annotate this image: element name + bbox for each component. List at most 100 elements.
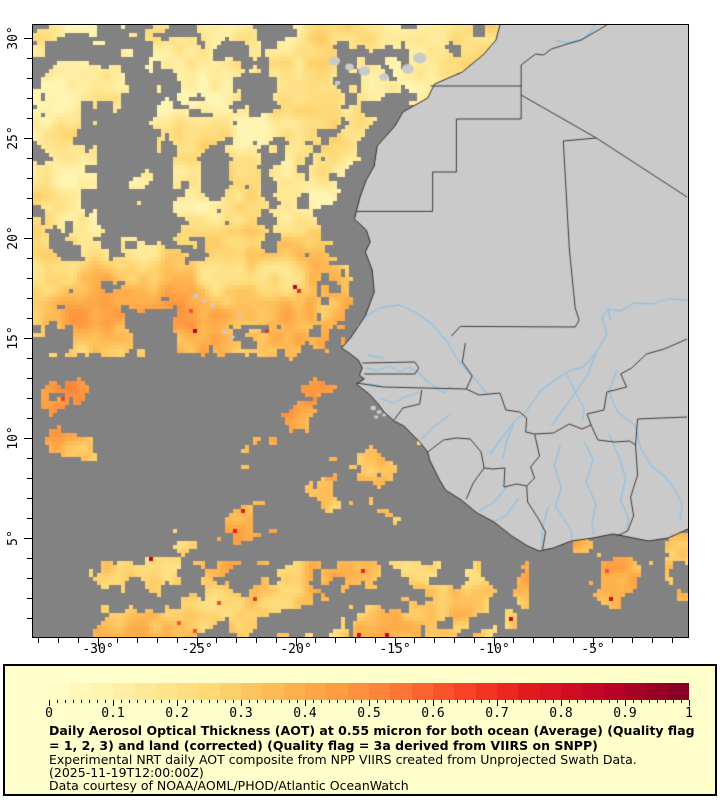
lon-minor-tick <box>671 638 673 643</box>
lat-minor-tick <box>27 517 32 519</box>
colorbar-minor-tick <box>505 700 506 703</box>
lon-minor-tick <box>651 638 653 643</box>
colorbar-minor-tick <box>121 700 122 703</box>
legend-credit: Data courtesy of NOAA/AOML/PHOD/Atlantic… <box>49 778 409 794</box>
colorbar-minor-tick <box>465 700 466 703</box>
colorbar-tick-label: 0.7 <box>485 706 509 721</box>
lat-minor-tick <box>27 77 32 79</box>
colorbar-minor-tick <box>145 700 146 703</box>
lon-minor-tick <box>414 638 416 643</box>
legend-timestamp: (2025-11-19T12:00:00Z) <box>49 765 204 781</box>
lon-minor-tick <box>156 638 158 643</box>
lat-minor-tick <box>27 477 32 479</box>
colorbar-minor-tick <box>681 700 682 703</box>
colorbar-minor-tick <box>577 700 578 703</box>
colorbar-minor-tick <box>129 700 130 703</box>
colorbar-minor-tick <box>385 700 386 703</box>
lat-tick-label: 5° <box>6 530 21 546</box>
lat-minor-tick <box>27 597 32 599</box>
lat-tick-label: 25° <box>6 126 21 150</box>
colorbar-major-tick <box>689 700 690 706</box>
lat-minor-tick <box>27 57 32 59</box>
colorbar-major-tick <box>497 700 498 706</box>
colorbar-block <box>454 683 476 700</box>
lon-minor-tick <box>137 638 139 643</box>
colorbar-minor-tick <box>105 700 106 703</box>
lon-major-tick <box>97 638 99 646</box>
colorbar-major-tick <box>561 700 562 706</box>
colorbar-tick-label: 0.2 <box>165 706 189 721</box>
colorbar-minor-tick <box>457 700 458 703</box>
lon-minor-tick <box>117 638 119 643</box>
colorbar-tick-label: 0.8 <box>549 706 573 721</box>
lat-major-tick <box>24 137 32 139</box>
colorbar-minor-tick <box>73 700 74 703</box>
lon-tick-label: -10° <box>478 642 510 657</box>
colorbar-minor-tick <box>441 700 442 703</box>
lat-major-tick <box>24 237 32 239</box>
colorbar-block <box>411 683 433 700</box>
colorbar-block <box>198 683 220 700</box>
colorbar-major-tick <box>241 700 242 706</box>
colorbar-block <box>240 683 263 700</box>
aot-map-canvas <box>33 25 688 637</box>
lat-minor-tick <box>27 397 32 399</box>
lon-minor-tick <box>77 638 79 643</box>
colorbar-minor-tick <box>345 700 346 703</box>
colorbar-minor-tick <box>321 700 322 703</box>
lon-minor-tick <box>255 638 257 643</box>
legend-title: Daily Aerosol Optical Thickness (AOT) at… <box>49 723 695 753</box>
lon-tick-label: -20° <box>280 642 312 657</box>
colorbar-block <box>432 683 455 700</box>
legend-panel: 0 0.1 0.2 0.3 0.4 0.5 0.6 0.7 0.8 0.9 1 Daily Aero… <box>3 664 717 796</box>
colorbar-minor-tick <box>169 700 170 703</box>
lon-minor-tick <box>216 638 218 643</box>
colorbar-minor-tick <box>657 700 658 703</box>
lon-minor-tick <box>572 638 574 643</box>
lon-tick-label: -25° <box>181 642 213 657</box>
colorbar-minor-tick <box>217 700 218 703</box>
lat-minor-tick <box>27 317 32 319</box>
lon-minor-tick <box>275 638 277 643</box>
colorbar-tick-label: 1 <box>685 706 693 721</box>
colorbar-minor-tick <box>393 700 394 703</box>
colorbar-block <box>390 683 412 700</box>
colorbar-minor-tick <box>481 700 482 703</box>
legend-caption: Daily Aerosol Optical Thickness (AOT) at… <box>49 723 697 794</box>
colorbar-block <box>219 683 241 700</box>
lat-tick-label: 30° <box>6 26 21 50</box>
colorbar-minor-tick <box>377 700 378 703</box>
colorbar-minor-tick <box>153 700 154 703</box>
colorbar-minor-tick <box>57 700 58 703</box>
lon-tick-label: -15° <box>379 642 411 657</box>
colorbar-block <box>475 683 497 700</box>
colorbar-major-tick <box>49 700 50 706</box>
lat-minor-tick <box>27 197 32 199</box>
colorbar-minor-tick <box>97 700 98 703</box>
lon-minor-tick <box>533 638 535 643</box>
colorbar-minor-tick <box>569 700 570 703</box>
lat-major-tick <box>24 337 32 339</box>
lat-minor-tick <box>27 617 32 619</box>
lon-major-tick <box>592 638 594 646</box>
colorbar-minor-tick <box>409 700 410 703</box>
colorbar-block <box>603 683 625 700</box>
colorbar-tick-label: 0.5 <box>357 706 381 721</box>
colorbar-minor-tick <box>617 700 618 703</box>
lat-minor-tick <box>27 457 32 459</box>
colorbar-minor-tick <box>609 700 610 703</box>
lat-minor-tick <box>27 157 32 159</box>
lat-tick-label: 20° <box>6 226 21 250</box>
lon-minor-tick <box>374 638 376 643</box>
colorbar-minor-tick <box>489 700 490 703</box>
colorbar-block <box>155 683 177 700</box>
lon-minor-tick <box>335 638 337 643</box>
colorbar-block <box>539 683 561 700</box>
map-frame <box>32 24 689 638</box>
colorbar-minor-tick <box>233 700 234 703</box>
lat-minor-tick <box>27 117 32 119</box>
colorbar-minor-tick <box>249 700 250 703</box>
colorbar-minor-tick <box>337 700 338 703</box>
colorbar-tick-label: 0.4 <box>293 706 317 721</box>
